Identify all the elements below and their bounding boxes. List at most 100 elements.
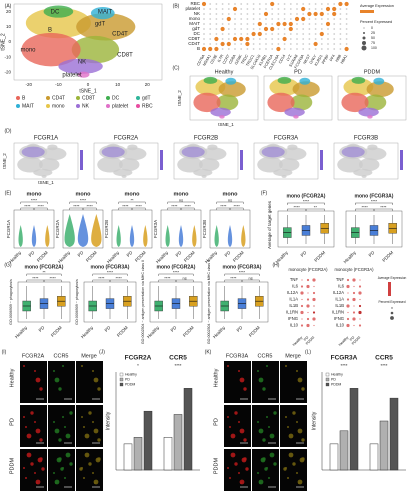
cluster-blob bbox=[351, 76, 366, 84]
cluster-blob bbox=[360, 147, 387, 161]
cluster-blob bbox=[195, 78, 226, 96]
row-title: PDDM bbox=[213, 457, 219, 474]
legend-swatch bbox=[136, 96, 140, 100]
dot bbox=[339, 43, 342, 45]
dot bbox=[301, 279, 303, 281]
dot bbox=[271, 13, 274, 15]
dot bbox=[333, 38, 336, 40]
stain bbox=[269, 433, 275, 439]
dot bbox=[203, 8, 205, 10]
category-title: CCR5 bbox=[375, 355, 393, 362]
stain bbox=[69, 462, 73, 466]
plot-title: mono (FCGR2A) bbox=[157, 264, 196, 270]
dot bbox=[345, 18, 348, 20]
stain bbox=[257, 421, 259, 423]
dot bbox=[320, 43, 323, 45]
sig-bracket bbox=[180, 207, 195, 210]
stain bbox=[62, 365, 64, 367]
dot bbox=[296, 13, 298, 15]
dot bbox=[307, 292, 309, 294]
gene-title: FCGR2B bbox=[194, 136, 218, 142]
dot bbox=[312, 291, 316, 295]
x-tick-label: PD bbox=[303, 335, 310, 342]
sig-label: **** bbox=[87, 204, 94, 209]
stain bbox=[69, 411, 73, 415]
dot bbox=[203, 43, 205, 45]
cluster-blob bbox=[193, 168, 213, 177]
dot bbox=[221, 13, 224, 15]
row-label: IL1RN bbox=[286, 310, 298, 315]
violin bbox=[18, 225, 23, 247]
col-title: Merge bbox=[81, 353, 97, 359]
dot bbox=[296, 43, 298, 45]
dot bbox=[352, 278, 356, 282]
dot bbox=[302, 3, 305, 5]
sig-label: **** bbox=[174, 363, 181, 368]
dot bbox=[314, 48, 317, 50]
category-title: FCGR2A bbox=[125, 355, 152, 362]
dot bbox=[258, 48, 261, 50]
stain bbox=[92, 370, 94, 372]
cluster-label: CD4T bbox=[112, 32, 128, 38]
dot bbox=[209, 43, 212, 45]
size-key bbox=[390, 316, 394, 320]
stain bbox=[56, 457, 62, 463]
sig-label: **** bbox=[38, 204, 45, 209]
dot bbox=[301, 6, 306, 12]
dot bbox=[257, 21, 262, 27]
legend-label: MAIT bbox=[22, 103, 34, 109]
stain bbox=[88, 411, 92, 415]
cluster-blob bbox=[198, 158, 220, 172]
dot bbox=[240, 48, 243, 50]
y-axis-label: Intensity bbox=[311, 411, 317, 430]
col-title: CCR5 bbox=[258, 353, 273, 359]
dot bbox=[203, 28, 205, 30]
dot bbox=[234, 43, 236, 45]
gene-label: CD3E bbox=[210, 54, 219, 65]
plot-frame bbox=[93, 142, 159, 180]
dot bbox=[234, 33, 236, 35]
group-title: PD bbox=[294, 69, 302, 75]
stain bbox=[296, 421, 298, 423]
dot bbox=[221, 33, 224, 35]
x-axis-label: tSNE_1 bbox=[38, 180, 54, 185]
dot bbox=[227, 3, 230, 5]
stain bbox=[93, 428, 99, 434]
sig-bracket bbox=[355, 202, 393, 205]
dot bbox=[234, 48, 236, 50]
dot bbox=[276, 21, 281, 27]
cluster-label: MAIT bbox=[98, 10, 113, 16]
y-axis-label: tSNE_2 bbox=[2, 153, 7, 169]
sig-label: **** bbox=[32, 276, 39, 281]
row-label: TNF bbox=[336, 277, 345, 282]
dot bbox=[246, 8, 249, 10]
stain bbox=[227, 365, 229, 367]
plot-title: mono (FCGR3A) bbox=[91, 264, 130, 270]
panel-label: (L) bbox=[305, 349, 311, 355]
y-tick-label: 10 bbox=[6, 24, 12, 29]
stain bbox=[238, 472, 240, 474]
x-tick-label: PDDM bbox=[313, 250, 326, 263]
stain bbox=[268, 477, 270, 479]
bar bbox=[329, 443, 339, 471]
micrograph bbox=[76, 361, 103, 403]
gene-label: HBB bbox=[335, 54, 343, 63]
stain bbox=[97, 387, 101, 391]
y-tick-label: 20 bbox=[6, 9, 12, 14]
cluster-blob bbox=[47, 144, 58, 151]
dot bbox=[209, 28, 212, 30]
sig-label: **** bbox=[362, 205, 369, 210]
legend-label: PDDM bbox=[331, 382, 341, 386]
legend-swatch bbox=[16, 104, 20, 108]
dot bbox=[252, 23, 255, 25]
row-title: Healthy bbox=[213, 368, 219, 387]
dot bbox=[359, 279, 361, 281]
stain bbox=[34, 472, 36, 474]
dot bbox=[346, 284, 350, 289]
y-axis-label: tSNE_2 bbox=[177, 90, 182, 106]
sig-label: **** bbox=[185, 204, 192, 209]
dot bbox=[306, 304, 310, 308]
dot bbox=[333, 23, 336, 25]
dot bbox=[265, 18, 267, 20]
cluster-blob bbox=[280, 147, 307, 161]
